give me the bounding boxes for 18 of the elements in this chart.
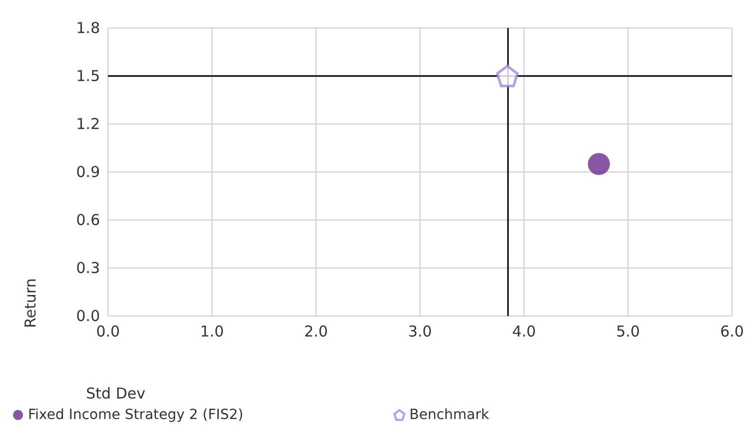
y-tick-label: 0.6 bbox=[76, 211, 100, 229]
y-axis-title: Return bbox=[22, 278, 40, 328]
y-tick-label: 0.3 bbox=[76, 259, 100, 277]
y-tick-label: 1.5 bbox=[76, 67, 100, 85]
x-tick-label: 3.0 bbox=[408, 322, 432, 340]
legend-label: Fixed Income Strategy 2 (FIS2) bbox=[28, 407, 244, 423]
y-tick-label: 1.8 bbox=[76, 19, 100, 37]
y-tick-label: 0.9 bbox=[76, 163, 100, 181]
x-axis-title: Std Dev bbox=[86, 384, 146, 402]
legend-label: Benchmark bbox=[409, 407, 490, 423]
y-tick-label: 1.2 bbox=[76, 115, 100, 133]
x-tick-label: 1.0 bbox=[200, 322, 224, 340]
x-tick-label: 4.0 bbox=[512, 322, 536, 340]
x-tick-label: 5.0 bbox=[616, 322, 640, 340]
x-tick-label: 0.0 bbox=[96, 322, 120, 340]
x-tick-label: 6.0 bbox=[720, 322, 744, 340]
y-tick-label: 0.0 bbox=[76, 307, 100, 325]
x-tick-label: 2.0 bbox=[304, 322, 328, 340]
